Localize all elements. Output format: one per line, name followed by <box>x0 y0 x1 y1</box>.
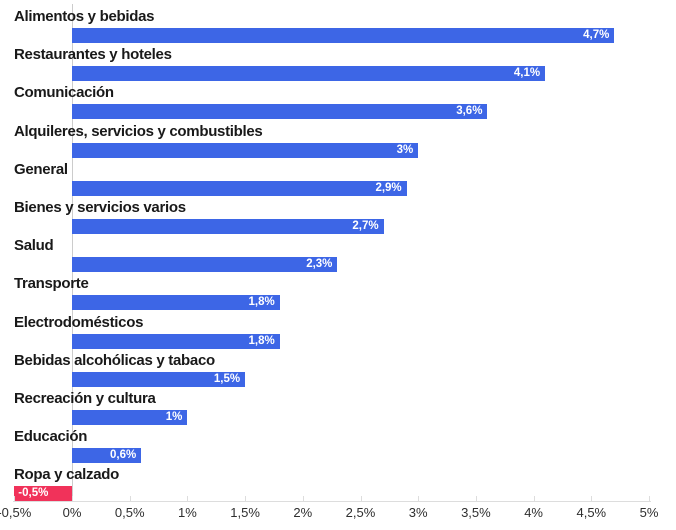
bar-value-label: 1,5% <box>213 372 241 385</box>
category-label: Ropa y calzado <box>14 466 119 484</box>
bar: 4,1% <box>72 66 546 82</box>
x-tick-label: 5% <box>639 505 659 520</box>
x-tick-mark <box>475 496 477 501</box>
category-label: Educación <box>14 428 88 446</box>
x-tick-label: 4,5% <box>576 505 607 520</box>
bar: 2,7% <box>72 219 384 234</box>
x-tick-mark <box>418 496 420 501</box>
bar-value-label: 1,8% <box>248 296 275 309</box>
x-tick-label: 3,5% <box>461 505 491 520</box>
bar-row: Electrodomésticos 1,8% <box>0 314 676 352</box>
category-label: Electrodomésticos <box>14 313 144 331</box>
bar: 1,8% <box>72 333 280 349</box>
x-tick-mark <box>245 496 247 501</box>
x-tick-mark <box>14 496 16 501</box>
bar-row: Bienes y servicios varios 2,7% <box>0 199 676 237</box>
category-label: Alquileres, servicios y combustibles <box>14 122 263 140</box>
x-tick-mark <box>129 496 131 501</box>
x-tick-label: 0% <box>62 505 82 520</box>
x-tick-label: -0,5% <box>0 505 32 520</box>
bar-value-label: 4,1% <box>513 67 541 80</box>
bar-row: Recreación y cultura 1% <box>0 390 676 428</box>
bar-value-label: 3% <box>396 143 414 156</box>
bar: 4,7% <box>72 28 615 43</box>
bar: 0,6% <box>72 448 142 464</box>
x-axis-line <box>13 501 651 502</box>
x-tick-label: 0,5% <box>114 505 145 520</box>
bar-row: Transporte 1,8% <box>0 275 676 313</box>
x-tick-mark <box>187 496 189 501</box>
bar-value-label: 2,3% <box>306 258 333 271</box>
bar-value-label: 2,9% <box>375 181 402 194</box>
x-tick-label: 2% <box>293 505 313 520</box>
bar-value-label: 2,7% <box>352 220 379 232</box>
bar: 1% <box>72 410 188 425</box>
bar: -0,5% <box>14 486 72 502</box>
category-label: Restaurantes y hoteles <box>14 46 172 64</box>
bar-row: Educación 0,6% <box>0 428 676 466</box>
x-tick-label: 1,5% <box>230 505 260 520</box>
x-tick-mark <box>591 496 593 501</box>
category-label: Comunicación <box>14 84 114 102</box>
x-tick-label: 4% <box>524 505 543 520</box>
bar: 1,8% <box>72 295 280 311</box>
bar-row: Bebidas alcohólicas y tabaco 1,5% <box>0 352 676 390</box>
bar-value-label: 1,8% <box>248 334 275 347</box>
bar: 3,6% <box>72 104 488 120</box>
bar-row: Comunicación 3,6% <box>0 84 676 122</box>
x-tick-label: 1% <box>177 505 197 520</box>
x-tick-label: 3% <box>408 505 428 520</box>
x-tick-mark <box>360 496 362 501</box>
bar-row: Restaurantes y hoteles 4,1% <box>0 46 676 84</box>
category-label: Bebidas alcohólicas y tabaco <box>14 351 215 369</box>
x-tick-mark <box>533 496 535 501</box>
bar: 2,9% <box>72 180 407 196</box>
bar-row: Alimentos y bebidas 4,7% <box>0 8 676 46</box>
category-label: General <box>14 160 68 178</box>
x-tick-label: 2,5% <box>345 505 376 520</box>
category-label: Transporte <box>14 275 89 293</box>
x-tick-mark <box>302 496 304 501</box>
bar-row: General 2,9% <box>0 161 676 199</box>
bar-row: Ropa y calzado -0,5% <box>0 466 676 504</box>
bar-value-label: 3,6% <box>456 105 483 118</box>
bar-row: Salud 2,3% <box>0 237 676 275</box>
bar-value-label: 1% <box>165 411 183 423</box>
category-label: Bienes y servicios varios <box>14 199 186 216</box>
x-tick-mark <box>649 496 650 501</box>
bar: 2,3% <box>72 257 338 273</box>
bar: 1,5% <box>72 371 246 387</box>
category-label: Recreación y cultura <box>14 390 156 407</box>
zero-gridline <box>72 4 73 501</box>
category-label: Salud <box>14 237 54 255</box>
bar-value-label: 0,6% <box>110 449 137 462</box>
bar: 3% <box>72 142 419 158</box>
x-tick-mark <box>72 496 73 501</box>
category-label: Alimentos y bebidas <box>14 8 155 25</box>
bar-value-label: 4,7% <box>583 29 610 41</box>
bar-value-label: -0,5% <box>18 487 49 500</box>
bar-row: Alquileres, servicios y combustibles 3% <box>0 123 676 161</box>
